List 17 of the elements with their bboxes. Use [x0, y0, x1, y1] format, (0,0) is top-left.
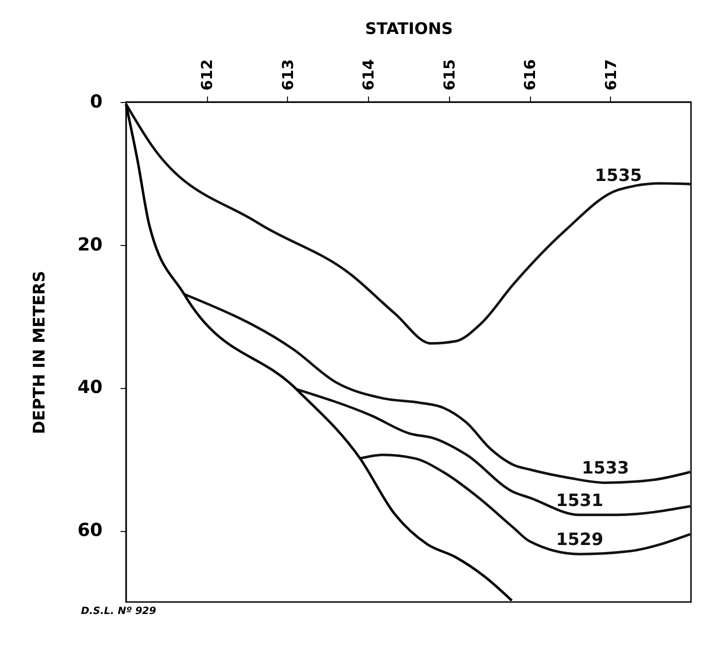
x-tick-label: 615	[440, 59, 458, 90]
x-tick-label: 617	[602, 59, 620, 90]
x-tick-label: 616	[521, 59, 540, 90]
y-tick-label: 40	[77, 377, 102, 398]
series-label: 1529	[556, 530, 604, 550]
series-label: 1533	[582, 458, 630, 479]
series-label: 1535	[594, 166, 642, 186]
x-axis-title: STATIONS	[365, 19, 453, 38]
text: D.S.L. Nº 929	[80, 606, 156, 617]
series-label: 1531	[556, 490, 604, 511]
x-tick-label: 613	[278, 59, 297, 90]
y-tick-label: 20	[77, 234, 102, 256]
x-tick-label: 614	[360, 59, 378, 90]
y-axis-title: DEPTH IN METERS	[29, 270, 48, 434]
y-tick-label: 60	[77, 520, 102, 542]
x-tick-label: 612	[198, 59, 216, 90]
y-tick-label: 0	[90, 92, 102, 112]
